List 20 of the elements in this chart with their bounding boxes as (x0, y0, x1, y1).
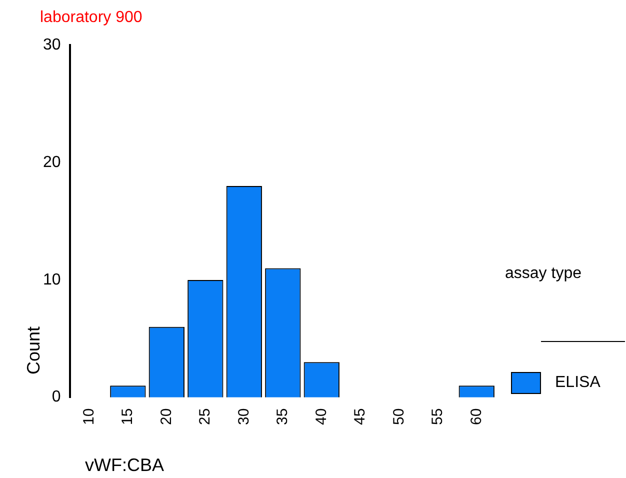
y-tick-label: 20 (43, 154, 61, 171)
x-tick-label: 30 (235, 408, 252, 426)
x-tick-label: 45 (352, 408, 369, 426)
x-tick-label: 60 (468, 408, 485, 426)
y-tick-label: 30 (43, 36, 61, 54)
y-tick-label: 10 (43, 271, 61, 288)
x-tick-label: 55 (429, 408, 446, 426)
x-tick-label: 40 (312, 408, 330, 426)
x-tick-label: 25 (196, 408, 214, 426)
chart-title: laboratory 900 (40, 9, 142, 26)
legend-title: assay type (505, 265, 582, 283)
x-tick-label: 50 (390, 408, 408, 426)
x-tick-label: 15 (119, 408, 136, 426)
x-tick-label: 10 (80, 408, 98, 426)
y-tick-label: 0 (52, 388, 61, 406)
x-tick-label: 35 (274, 408, 292, 426)
x-tick-label: 20 (158, 408, 175, 426)
legend-label: ELISA (555, 374, 600, 392)
y-axis-title: Count (24, 325, 44, 377)
x-axis-title: vWF:CBA (85, 455, 164, 476)
